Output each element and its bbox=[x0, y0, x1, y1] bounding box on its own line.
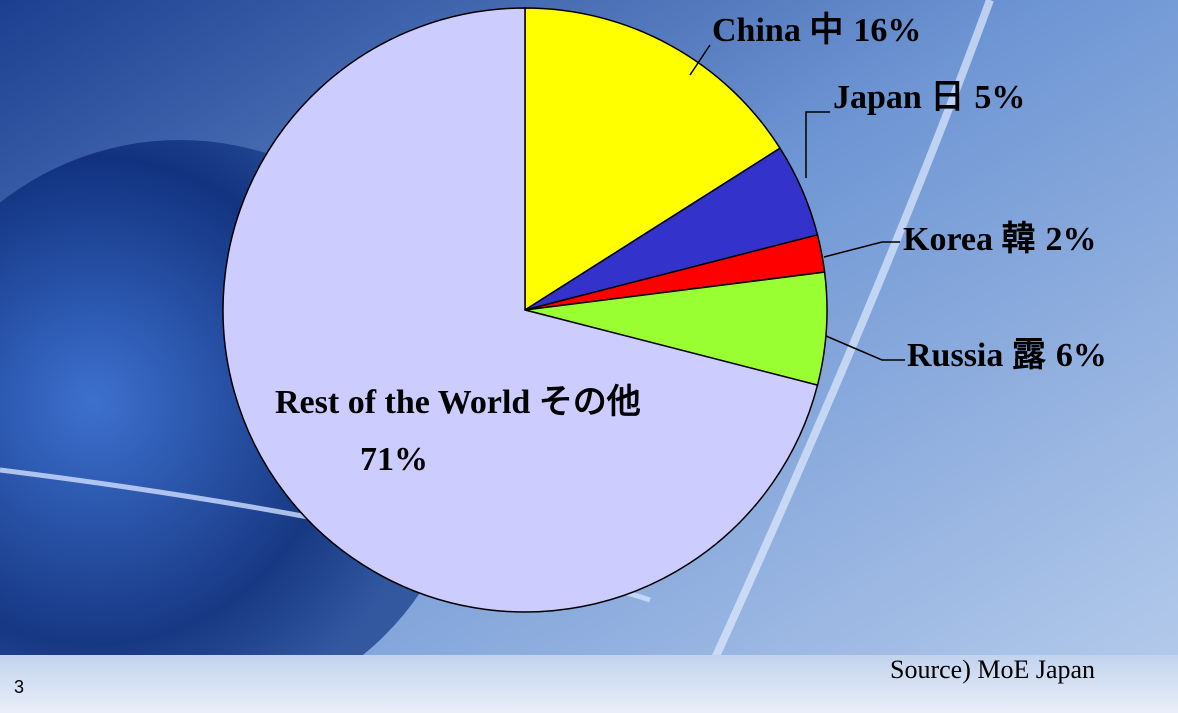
slice-label: Japan 日 5% bbox=[833, 79, 1025, 116]
value-label: 2% bbox=[1046, 221, 1097, 258]
value-label: 5% bbox=[974, 79, 1025, 116]
leader-line bbox=[805, 111, 830, 178]
leader-line bbox=[689, 44, 711, 76]
slice-label: Russia 露 6% bbox=[907, 337, 1107, 374]
slice-label: Rest of the World その他 bbox=[275, 383, 641, 421]
slice-label: China 中 16% bbox=[712, 11, 921, 49]
pie-slice bbox=[524, 7, 782, 312]
category-label: Russia 露 bbox=[907, 337, 1047, 374]
value-label: 16% bbox=[853, 12, 921, 49]
category-label: Japan 日 bbox=[833, 79, 964, 116]
slide-number: 3 bbox=[14, 677, 24, 697]
pie-slice bbox=[222, 7, 819, 613]
slice-label: Korea 韓 2% bbox=[903, 220, 1097, 258]
category-label: China 中 bbox=[712, 11, 843, 49]
footer-strip bbox=[0, 655, 1178, 713]
pie bbox=[222, 7, 828, 613]
leader-line bbox=[823, 241, 900, 258]
light-arc bbox=[686, 0, 994, 713]
category-label: Rest of the World その他 bbox=[275, 383, 641, 421]
value-label: 6% bbox=[1056, 337, 1107, 374]
value-label: 71% bbox=[360, 441, 428, 478]
labels: China 中 16% Japan 日 5% Korea 韓 2% Russia 露 6% Re… bbox=[275, 11, 1107, 478]
category-label: Korea 韓 bbox=[903, 220, 1036, 258]
leader-line bbox=[825, 335, 905, 361]
source: Source) MoE Japan bbox=[890, 655, 1095, 684]
leader-lines bbox=[689, 44, 905, 361]
